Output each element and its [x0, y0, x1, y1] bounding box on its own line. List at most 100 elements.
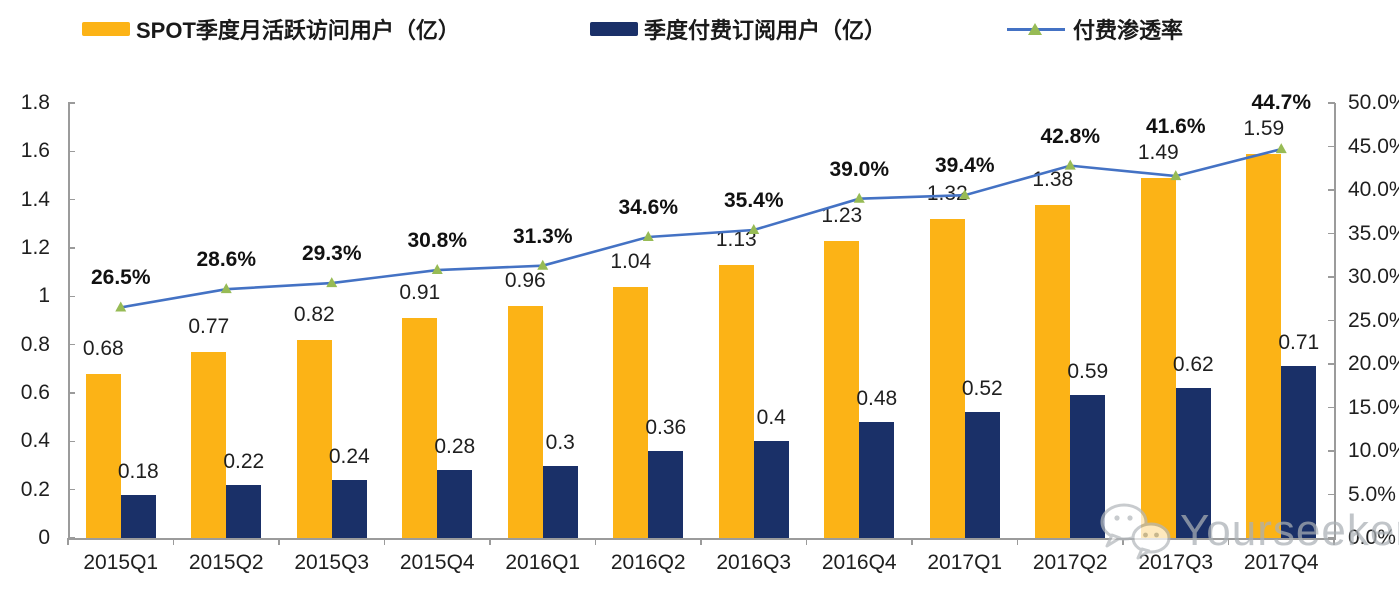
left-axis-tick — [68, 102, 75, 104]
bar-mau — [85, 373, 121, 538]
x-axis-tick — [805, 538, 808, 545]
bar-subs — [1281, 366, 1317, 538]
subs-value-label: 0.52 — [961, 377, 1003, 401]
x-axis-tick — [383, 538, 386, 545]
subs-value-label: 0.28 — [434, 435, 476, 459]
right-axis-tick-label: 5.0% — [1348, 482, 1396, 506]
subs-value-label: 0.4 — [756, 406, 786, 430]
left-axis-line — [68, 103, 70, 538]
subs-value-label: 0.71 — [1278, 331, 1320, 355]
legend-item-subs: 季度付费订阅用户（亿） — [590, 17, 886, 43]
subs-value-label: 0.59 — [1067, 360, 1109, 384]
left-axis-tick-label: 0.4 — [20, 429, 50, 453]
right-axis-tick — [1328, 537, 1335, 539]
left-axis-tick — [68, 295, 75, 298]
penetration-legend-marker — [1007, 22, 1065, 36]
triangle-marker — [1275, 143, 1287, 154]
bar-mau — [402, 318, 438, 538]
left-axis-tick — [68, 537, 75, 539]
bar-subs — [226, 484, 262, 538]
bar-subs — [859, 422, 895, 538]
bar-subs — [542, 465, 578, 538]
legend-label: 季度付费订阅用户（亿） — [644, 18, 887, 43]
watermark: Yourseeker — [1098, 500, 1399, 562]
x-tick-label: 2015Q2 — [188, 551, 264, 574]
x-tick-label: 2016Q2 — [610, 551, 686, 574]
x-tick-label: 2017Q3 — [1138, 551, 1214, 574]
bar-subs — [964, 412, 1000, 538]
x-axis-tick — [1016, 538, 1019, 545]
mau-value-label: 1.04 — [610, 249, 652, 273]
x-tick-label: 2015Q4 — [399, 551, 475, 574]
penetration-pct-label: 44.7% — [1251, 90, 1312, 114]
subs-value-label: 0.18 — [117, 459, 159, 483]
legend-item-mau: SPOT季度月活跃访问用户（亿） — [82, 17, 460, 43]
right-axis-tick — [1328, 189, 1335, 191]
mau-value-label: 0.96 — [504, 269, 546, 292]
legend-item-penetration: 付费渗透率 — [1007, 17, 1183, 43]
left-axis-tick-label: 0.8 — [20, 332, 50, 356]
right-axis-tick-label: 40.0% — [1348, 178, 1399, 201]
legend-label: 付费渗透率 — [1073, 18, 1184, 43]
x-tick-label: 2015Q3 — [294, 551, 370, 574]
x-tick-label: 2017Q4 — [1243, 551, 1319, 574]
penetration-pct-label: 26.5% — [90, 266, 151, 290]
x-axis-tick — [911, 538, 913, 545]
right-axis-tick — [1328, 319, 1335, 322]
x-tick-label: 2016Q4 — [821, 551, 897, 574]
triangle-marker — [115, 301, 127, 312]
left-axis-tick — [68, 150, 75, 153]
left-axis-tick-label: 1 — [38, 284, 50, 308]
mau-value-label: 0.91 — [399, 281, 441, 305]
right-axis-tick — [1328, 450, 1335, 452]
bar-mau — [507, 306, 543, 538]
penetration-pct-label: 30.8% — [407, 229, 468, 253]
left-axis-tick — [68, 198, 75, 201]
left-axis-tick-label: 0 — [38, 526, 50, 549]
mau-value-label: 1.59 — [1243, 116, 1285, 140]
penetration-pct-label: 42.8% — [1040, 124, 1101, 148]
subs-legend-swatch — [590, 22, 638, 36]
right-axis-tick — [1328, 493, 1335, 496]
mau-value-label: 0.82 — [293, 302, 335, 326]
x-axis-tick — [489, 538, 491, 545]
x-axis-tick — [278, 538, 280, 545]
right-axis-tick — [1328, 102, 1335, 104]
legend-label: SPOT季度月活跃访问用户（亿） — [136, 18, 460, 43]
bottom-axis-line — [68, 538, 1336, 540]
mau-value-label: 1.32 — [926, 182, 968, 205]
right-axis-tick-label: 15.0% — [1348, 395, 1399, 419]
left-axis-tick-label: 1.6 — [20, 139, 50, 163]
x-axis-tick — [172, 538, 175, 545]
bar-subs — [437, 470, 473, 538]
right-axis-tick — [1328, 406, 1335, 409]
subs-value-label: 0.3 — [545, 430, 575, 454]
x-tick-label: 2017Q1 — [927, 551, 1003, 574]
left-axis-tick — [68, 488, 75, 491]
left-axis-tick-label: 0.6 — [20, 381, 50, 404]
triangle-marker — [326, 277, 338, 288]
triangle-marker — [853, 192, 865, 203]
penetration-pct-label: 31.3% — [512, 224, 573, 248]
subs-value-label: 0.62 — [1172, 353, 1214, 377]
bar-subs — [753, 441, 789, 538]
left-axis-tick-label: 1.4 — [20, 187, 50, 211]
subs-value-label: 0.36 — [645, 416, 687, 439]
triangle-marker — [431, 264, 443, 275]
x-axis-tick — [1333, 538, 1335, 545]
mau-legend-swatch — [82, 22, 130, 36]
mau-value-label: 0.68 — [82, 336, 124, 360]
bar-subs — [648, 451, 684, 538]
right-axis-tick — [1328, 363, 1335, 365]
x-axis-tick — [1122, 538, 1124, 545]
right-axis-tick-label: 0.0% — [1348, 526, 1396, 549]
right-axis-tick-label: 45.0% — [1348, 134, 1399, 158]
wechat-icon — [1100, 503, 1171, 560]
watermark-text: Yourseeker — [1180, 506, 1399, 555]
right-axis-tick-label: 35.0% — [1348, 221, 1399, 245]
penetration-pct-label: 35.4% — [723, 189, 784, 213]
penetration-pct-label: 41.6% — [1145, 114, 1206, 138]
x-axis-tick — [1227, 538, 1230, 545]
triangle-marker — [642, 230, 654, 241]
